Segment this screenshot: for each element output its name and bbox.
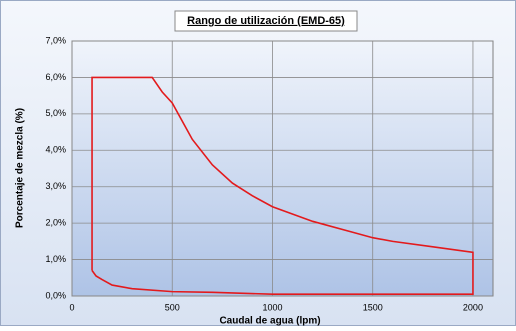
y-tick-label: 6,0%	[45, 72, 66, 82]
y-tick-label: 4,0%	[45, 145, 66, 155]
y-tick-label: 3,0%	[45, 181, 66, 191]
x-tick-label: 500	[165, 302, 180, 312]
x-axis-label: Caudal de agua (lpm)	[219, 316, 320, 326]
data-line	[91, 76, 474, 295]
x-tick-label: 1000	[262, 302, 282, 312]
plot-area	[71, 40, 494, 297]
y-tick-label: 1,0%	[45, 254, 66, 264]
y-tick-label: 0,0%	[45, 290, 66, 300]
y-tick-label: 5,0%	[45, 108, 66, 118]
chart-title: Rango de utilización (EMD-65)	[187, 15, 345, 27]
title-box	[174, 10, 358, 32]
x-tick-label: 1500	[363, 302, 383, 312]
y-axis-label: Porcentaje de mezcla (%)	[15, 108, 26, 228]
x-tick-label: 2000	[463, 302, 483, 312]
x-tick-label: 0	[69, 302, 74, 312]
y-tick-label: 2,0%	[45, 218, 66, 228]
y-tick-label: 7,0%	[45, 35, 66, 45]
